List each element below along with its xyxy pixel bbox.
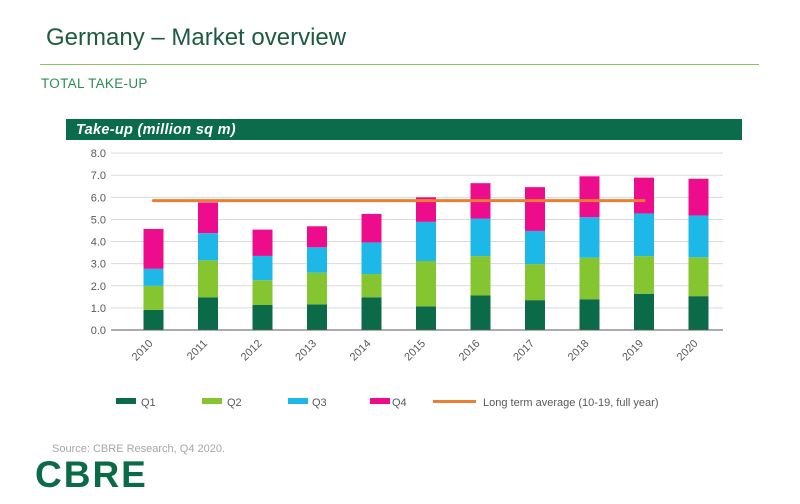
svg-text:2020: 2020 xyxy=(675,338,701,364)
svg-text:2012: 2012 xyxy=(239,338,265,364)
svg-text:7.0: 7.0 xyxy=(91,170,106,182)
svg-text:2016: 2016 xyxy=(457,338,483,364)
svg-text:2019: 2019 xyxy=(620,338,646,364)
svg-text:2010: 2010 xyxy=(130,338,156,364)
svg-text:2017: 2017 xyxy=(511,338,537,364)
svg-text:8.0: 8.0 xyxy=(91,148,106,160)
svg-text:2.0: 2.0 xyxy=(91,281,106,293)
svg-text:4.0: 4.0 xyxy=(91,237,106,249)
svg-text:2014: 2014 xyxy=(348,338,374,364)
svg-text:5.0: 5.0 xyxy=(91,214,106,226)
svg-text:0.0: 0.0 xyxy=(91,325,106,337)
svg-text:1.0: 1.0 xyxy=(91,303,106,315)
svg-text:2013: 2013 xyxy=(293,338,319,364)
svg-text:3.0: 3.0 xyxy=(91,259,106,271)
svg-text:2015: 2015 xyxy=(402,338,428,364)
svg-text:2018: 2018 xyxy=(566,338,592,364)
svg-text:2011: 2011 xyxy=(185,338,210,363)
svg-text:6.0: 6.0 xyxy=(91,192,106,204)
